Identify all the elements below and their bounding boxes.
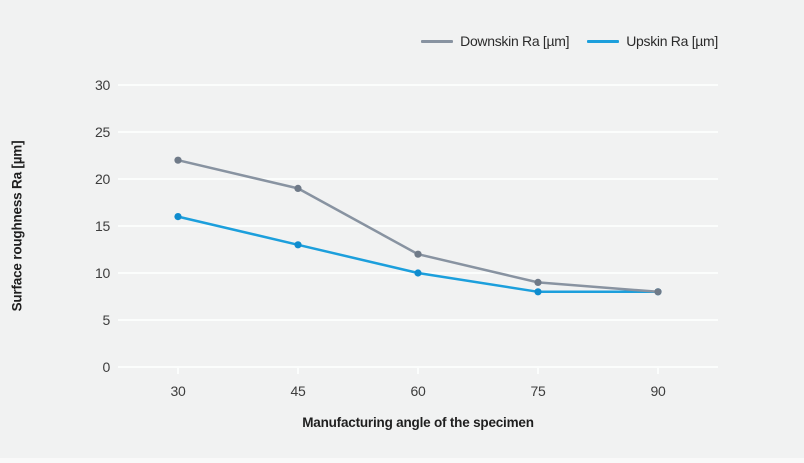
x-axis-title: Manufacturing angle of the specimen [302,415,534,430]
downskin-data-point [174,156,182,164]
y-tick-label: 5 [102,312,111,328]
x-tick-label: 45 [290,383,306,399]
upskin-data-point [534,288,542,296]
upskin-data-point [414,269,422,277]
y-tick-label: 25 [95,124,110,140]
legend-swatch-upskin [587,39,620,43]
x-tick-label: 75 [530,383,546,399]
downskin-data-point [414,250,422,258]
downskin-data-point [534,278,542,286]
x-tick-label: 60 [410,383,426,399]
y-tick-label: 30 [95,77,110,93]
chart-legend: Downskin Ra [µm] Upskin Ra [µm] [421,33,718,49]
legend-swatch-downskin [421,39,454,43]
x-tick-label: 30 [170,383,186,399]
x-tick-label: 90 [650,383,666,399]
upskin-data-point [174,213,182,221]
downskin-data-point [654,288,662,296]
downskin-data-point [294,184,302,192]
y-tick-label: 15 [95,218,110,234]
y-tick-label: 10 [95,265,110,281]
legend-item-upskin: Upskin Ra [µm] [587,33,718,49]
bottom-highlight-strip [0,458,804,463]
y-tick-label: 20 [95,171,110,187]
y-axis-title: Surface roughness Ra [µm] [9,140,25,312]
legend-label-upskin: Upskin Ra [µm] [626,33,718,49]
legend-item-downskin: Downskin Ra [µm] [421,33,570,49]
legend-label-downskin: Downskin Ra [µm] [460,33,570,49]
upskin-data-point [294,241,302,249]
y-tick-label: 0 [102,359,111,375]
